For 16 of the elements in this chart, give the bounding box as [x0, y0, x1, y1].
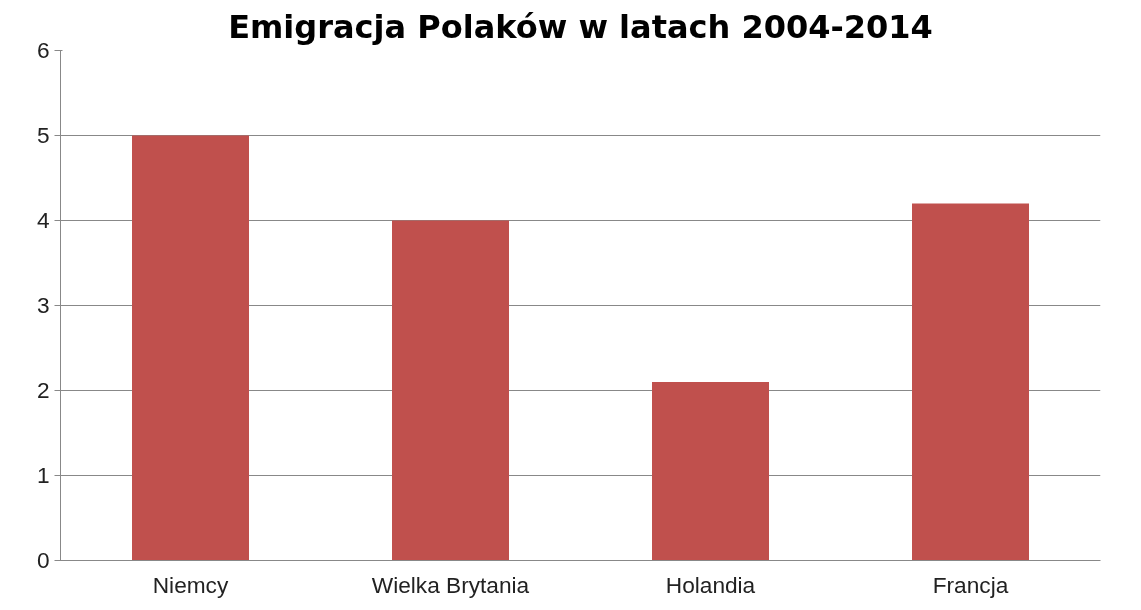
y-tick-label: 0 [36, 547, 50, 573]
x-tick-label: Holandia [665, 571, 756, 598]
x-tick-label: Francja [932, 571, 1009, 598]
y-tick-label: 1 [36, 462, 50, 488]
x-tick-label: Niemcy [152, 571, 229, 598]
x-tick-label: Wielka Brytania [371, 571, 530, 598]
bar [132, 135, 249, 561]
bar [912, 203, 1029, 561]
bar [392, 220, 509, 561]
y-tick-label: 6 [36, 37, 50, 63]
bar [652, 382, 769, 561]
y-tick-label: 5 [36, 122, 50, 148]
y-tick-label: 3 [36, 292, 50, 318]
y-tick-label: 2 [36, 377, 50, 403]
chart-title: Emigracja Polaków w latach 2004-2014 [228, 7, 933, 46]
y-tick-label: 4 [36, 207, 50, 233]
